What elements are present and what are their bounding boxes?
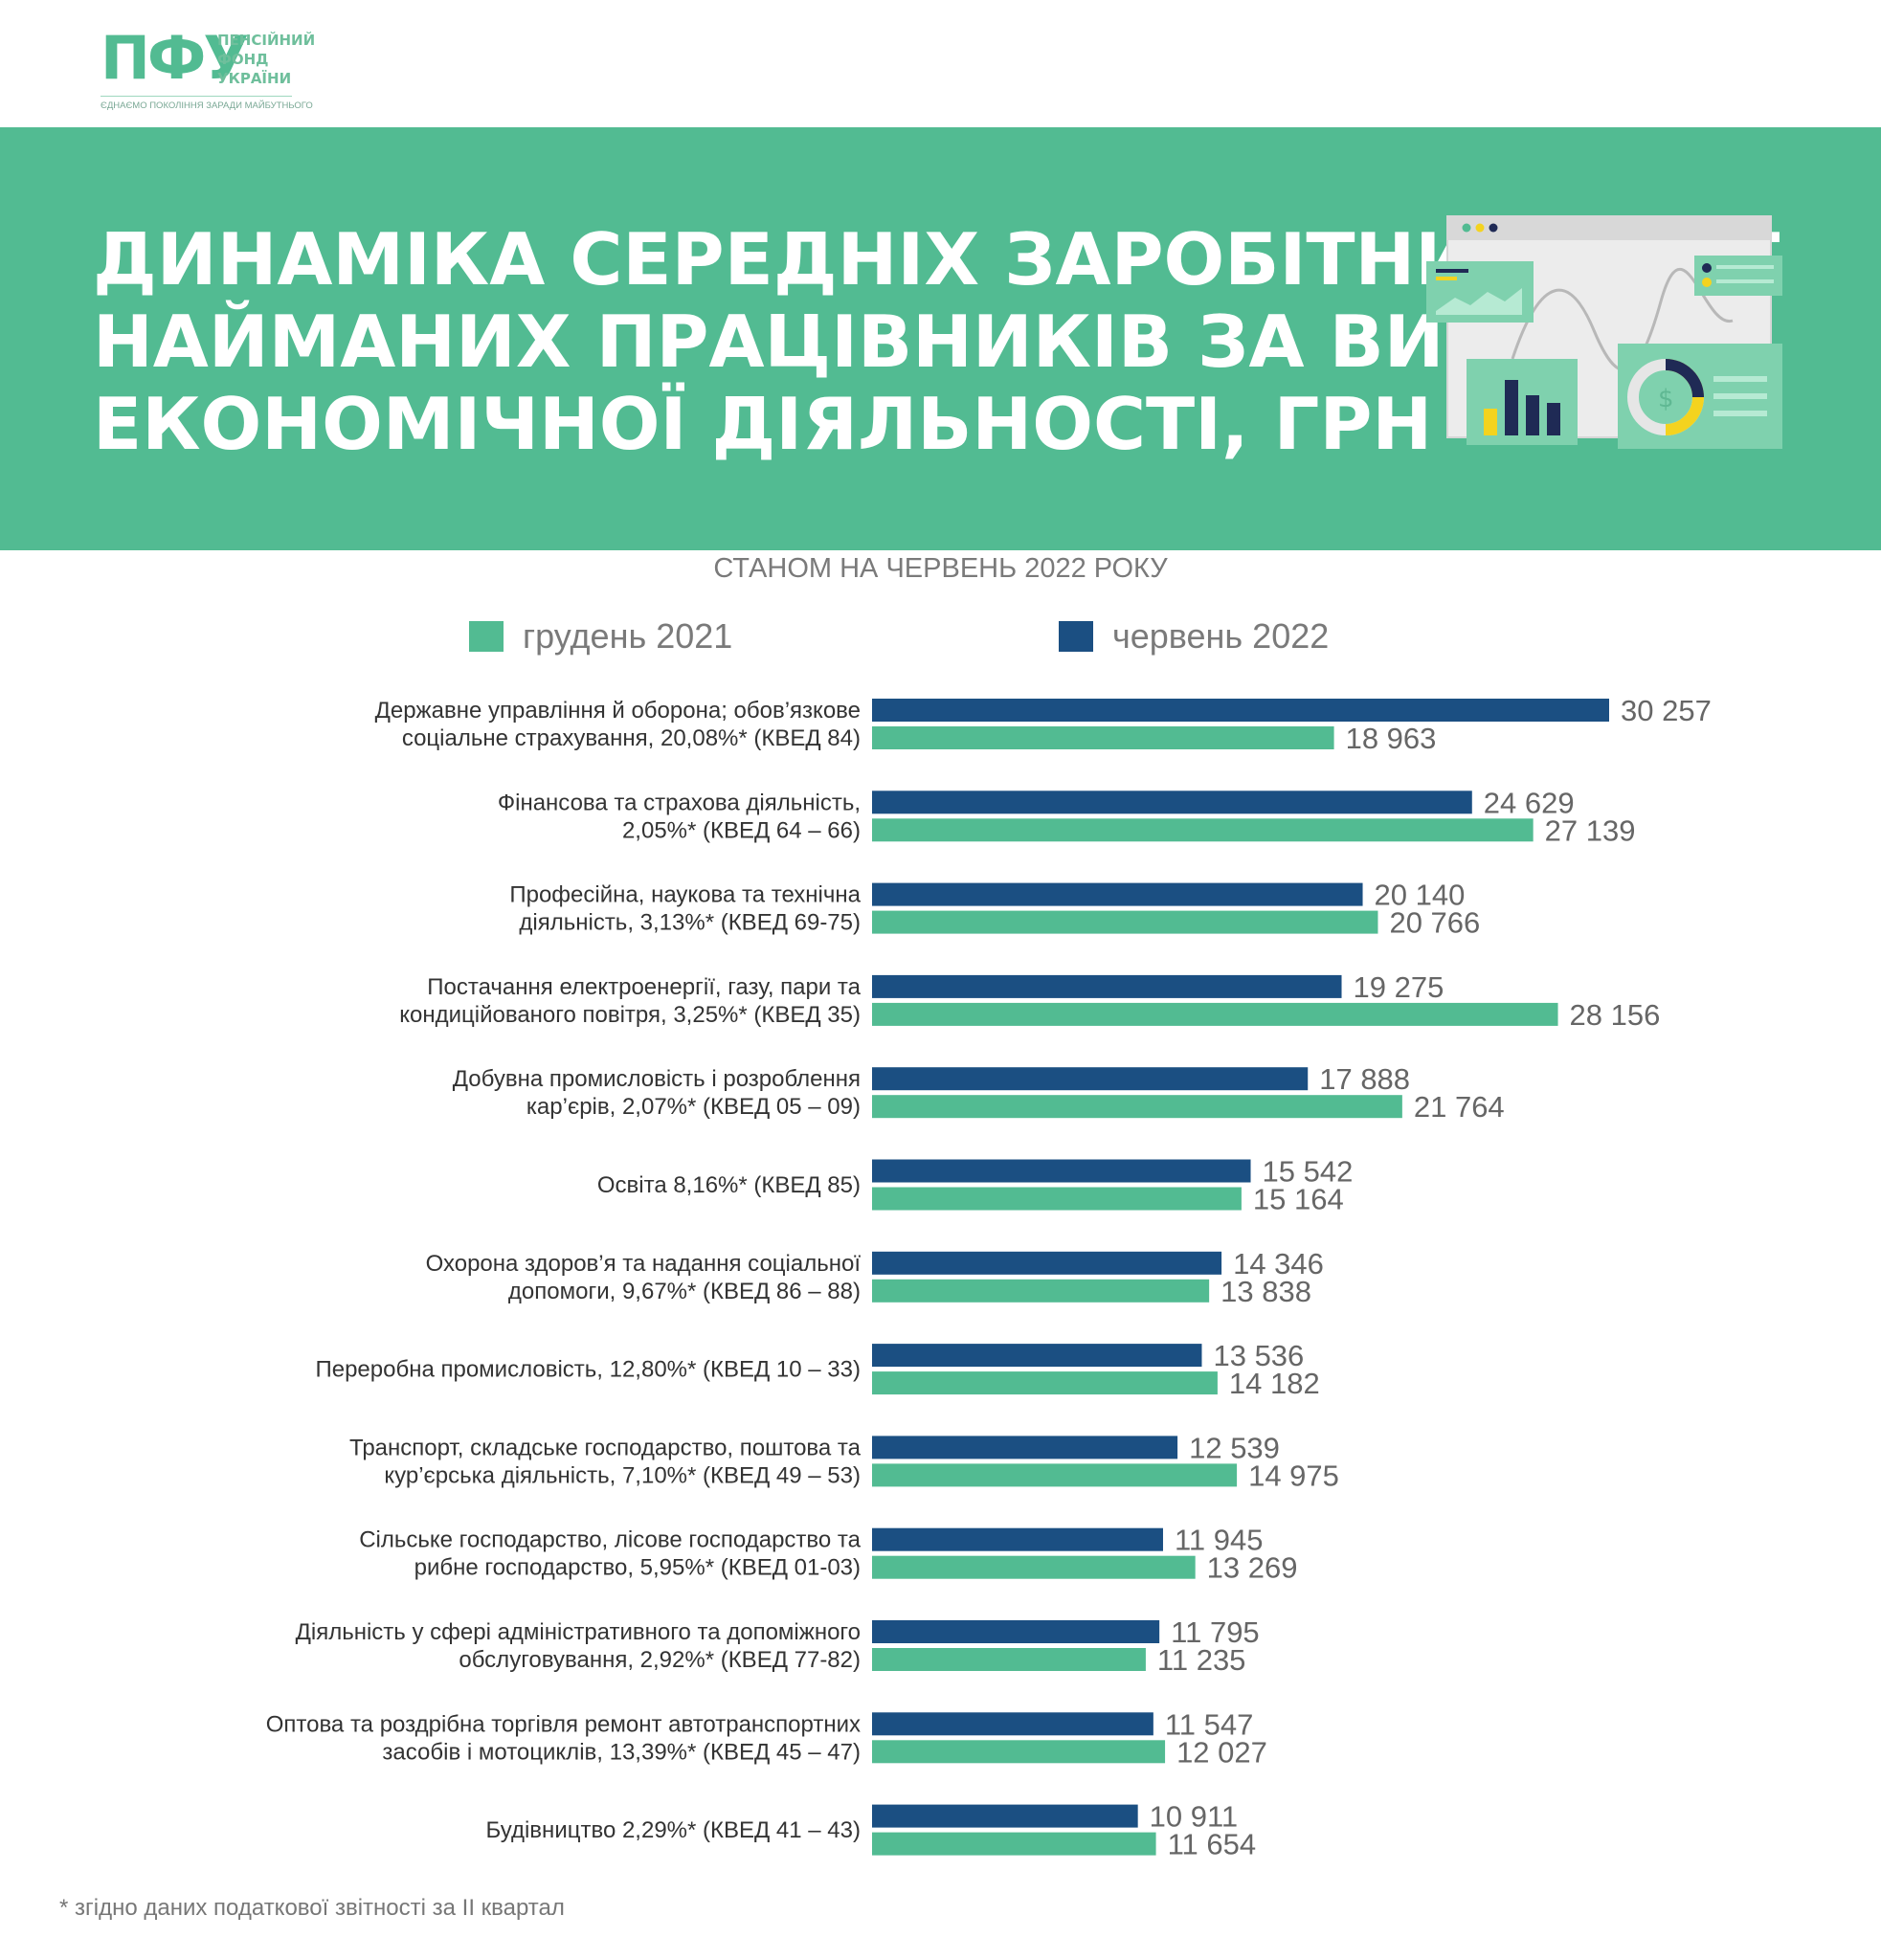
category-label: Професійна, наукова та технічна bbox=[509, 882, 861, 908]
bar-dec-2021 bbox=[872, 1279, 1210, 1303]
bar-june-2022 bbox=[872, 1344, 1202, 1368]
bar-june-2022 bbox=[872, 1159, 1251, 1183]
legend-label: грудень 2021 bbox=[523, 616, 733, 656]
dashboard-illustration: $ bbox=[1426, 215, 1782, 449]
legend-item-dec-2021: грудень 2021 bbox=[469, 615, 732, 657]
data-label: 18 963 bbox=[1346, 722, 1437, 755]
data-label: 12 539 bbox=[1189, 1431, 1280, 1464]
bar-june-2022 bbox=[872, 1067, 1309, 1091]
data-label: 10 911 bbox=[1150, 1800, 1239, 1834]
data-label: 15 164 bbox=[1253, 1183, 1344, 1216]
category-label: Фінансова та страхова діяльність, bbox=[498, 790, 861, 815]
chart-title-line: ЕКОНОМІЧНОЇ ДІЯЛЬНОСТІ, ГРН bbox=[93, 382, 1433, 466]
bar-june-2022 bbox=[872, 791, 1472, 814]
data-label: 28 156 bbox=[1570, 998, 1661, 1032]
logo-motto: ЄДНАЄМО ПОКОЛІННЯ ЗАРАДИ МАЙБУТНЬОГО bbox=[101, 100, 313, 111]
category-label: кондиційованого повітря, 3,25%* (КВЕД 35… bbox=[399, 1002, 861, 1028]
logo-name: ПЕНСІЙНИЙ ФОНД УКРАЇНИ bbox=[217, 31, 315, 88]
category-label: Будівництво 2,29%* (КВЕД 41 – 43) bbox=[486, 1817, 861, 1843]
bar-dec-2021 bbox=[872, 1463, 1238, 1487]
category-label: Постачання електроенергії, газу, пари та bbox=[427, 974, 861, 1000]
category-label: Освіта 8,16%* (КВЕД 85) bbox=[597, 1172, 861, 1198]
category-label: кар’єрів, 2,07%* (КВЕД 05 – 09) bbox=[526, 1094, 861, 1120]
bar-dec-2021 bbox=[872, 910, 1378, 934]
data-label: 13 838 bbox=[1220, 1275, 1311, 1308]
data-label: 20 140 bbox=[1375, 879, 1466, 912]
data-label: 30 257 bbox=[1621, 694, 1712, 727]
logo-mark: ПФУ bbox=[101, 23, 249, 93]
pfu-logo: ПФУ ПЕНСІЙНИЙ ФОНД УКРАЇНИ ЄДНАЄМО ПОКОЛ… bbox=[101, 23, 315, 119]
category-label: Добувна промисловість і розроблення bbox=[453, 1066, 861, 1092]
chart-title-line: НАЙМАНИХ ПРАЦІВНИКІВ ЗА ВИДАМИ bbox=[93, 300, 1695, 384]
data-label: 24 629 bbox=[1484, 786, 1575, 819]
footnote: * згідно даних податкової звітності за І… bbox=[59, 1895, 565, 1921]
data-label: 19 275 bbox=[1354, 970, 1444, 1004]
bar-june-2022 bbox=[872, 1804, 1138, 1828]
category-label: Охорона здоров’я та надання соціальної bbox=[426, 1251, 862, 1277]
data-label: 11 654 bbox=[1168, 1828, 1257, 1861]
bar-june-2022 bbox=[872, 699, 1609, 722]
category-label: 2,05%* (КВЕД 64 – 66) bbox=[622, 817, 861, 843]
bar-chart: 30 257 18 963 Державне управління й оборон… bbox=[266, 694, 1712, 1861]
bar-june-2022 bbox=[872, 1712, 1153, 1736]
legend-label: червень 2022 bbox=[1112, 616, 1330, 656]
data-label: 13 536 bbox=[1213, 1339, 1304, 1372]
category-label: обслуговування, 2,92%* (КВЕД 77-82) bbox=[459, 1647, 861, 1673]
bar-june-2022 bbox=[872, 1436, 1178, 1459]
bar-dec-2021 bbox=[872, 1002, 1558, 1026]
bar-dec-2021 bbox=[872, 1187, 1242, 1211]
bar-dec-2021 bbox=[872, 1740, 1166, 1764]
data-label: 15 542 bbox=[1263, 1155, 1354, 1189]
bar-dec-2021 bbox=[872, 1648, 1146, 1671]
category-label: діяльність, 3,13%* (КВЕД 69-75) bbox=[519, 910, 861, 936]
title-banner: ДИНАМІКА СЕРЕДНІХ ЗАРОБІТНИХ ПЛАТ НАЙМАН… bbox=[0, 127, 1881, 550]
category-label: Діяльність у сфері адміністративного та … bbox=[296, 1619, 861, 1645]
bar-dec-2021 bbox=[872, 1095, 1402, 1119]
bar-dec-2021 bbox=[872, 726, 1334, 749]
data-label: 11 945 bbox=[1175, 1524, 1264, 1557]
bar-dec-2021 bbox=[872, 1555, 1196, 1579]
bar-dec-2021 bbox=[872, 818, 1534, 842]
data-label: 13 269 bbox=[1207, 1551, 1298, 1585]
category-label: засобів і мотоциклів, 13,39%* (КВЕД 45 –… bbox=[382, 1739, 861, 1765]
svg-text:$: $ bbox=[1658, 385, 1674, 413]
logo-name-line: ФОНД bbox=[217, 51, 269, 68]
data-label: 11 235 bbox=[1157, 1643, 1246, 1677]
category-label: Оптова та роздрібна торгівля ремонт авто… bbox=[266, 1711, 861, 1737]
category-label: Державне управління й оборона; обов’язко… bbox=[375, 698, 861, 724]
chart-title-line: ДИНАМІКА СЕРЕДНІХ ЗАРОБІТНИХ ПЛАТ bbox=[93, 217, 1780, 301]
category-label: Сільське господарство, лісове господарст… bbox=[359, 1527, 861, 1553]
data-label: 14 346 bbox=[1233, 1247, 1324, 1281]
category-label: Транспорт, складське господарство, пошто… bbox=[349, 1435, 862, 1460]
legend-swatch bbox=[469, 621, 504, 652]
data-label: 17 888 bbox=[1319, 1062, 1410, 1096]
category-label: кур’єрська діяльність, 7,10%* (КВЕД 49 –… bbox=[384, 1462, 861, 1488]
bar-june-2022 bbox=[872, 1251, 1222, 1275]
data-label: 21 764 bbox=[1414, 1090, 1505, 1124]
chart-title: ДИНАМІКА СЕРЕДНІХ ЗАРОБІТНИХ ПЛАТ НАЙМАН… bbox=[93, 217, 1780, 466]
data-label: 11 547 bbox=[1165, 1707, 1254, 1741]
logo-divider bbox=[101, 96, 292, 97]
data-label: 14 975 bbox=[1248, 1459, 1339, 1492]
bar-dec-2021 bbox=[872, 1371, 1218, 1395]
bar-june-2022 bbox=[872, 974, 1342, 998]
data-label: 11 795 bbox=[1171, 1615, 1260, 1649]
bar-june-2022 bbox=[872, 1620, 1160, 1643]
bar-dec-2021 bbox=[872, 1832, 1156, 1856]
data-label: 20 766 bbox=[1389, 906, 1480, 940]
bar-june-2022 bbox=[872, 1527, 1163, 1551]
chart-subtitle: СТАНОМ НА ЧЕРВЕНЬ 2022 РОКУ bbox=[713, 553, 1168, 584]
category-label: соціальне страхування, 20,08%* (КВЕД 84) bbox=[402, 725, 861, 751]
data-label: 27 139 bbox=[1545, 813, 1636, 847]
category-label: допомоги, 9,67%* (КВЕД 86 – 88) bbox=[508, 1279, 861, 1304]
logo-name-line: ПЕНСІЙНИЙ bbox=[217, 32, 316, 49]
category-label: Переробна промисловість, 12,80%* (КВЕД 1… bbox=[315, 1357, 861, 1383]
legend-swatch bbox=[1059, 621, 1093, 652]
legend-item-jun-2022: червень 2022 bbox=[1059, 615, 1329, 657]
category-label: рибне господарство, 5,95%* (КВЕД 01-03) bbox=[414, 1555, 861, 1581]
data-label: 14 182 bbox=[1229, 1367, 1320, 1400]
logo-name-line: УКРАЇНИ bbox=[217, 70, 292, 87]
bar-june-2022 bbox=[872, 882, 1363, 906]
data-label: 12 027 bbox=[1176, 1735, 1267, 1769]
